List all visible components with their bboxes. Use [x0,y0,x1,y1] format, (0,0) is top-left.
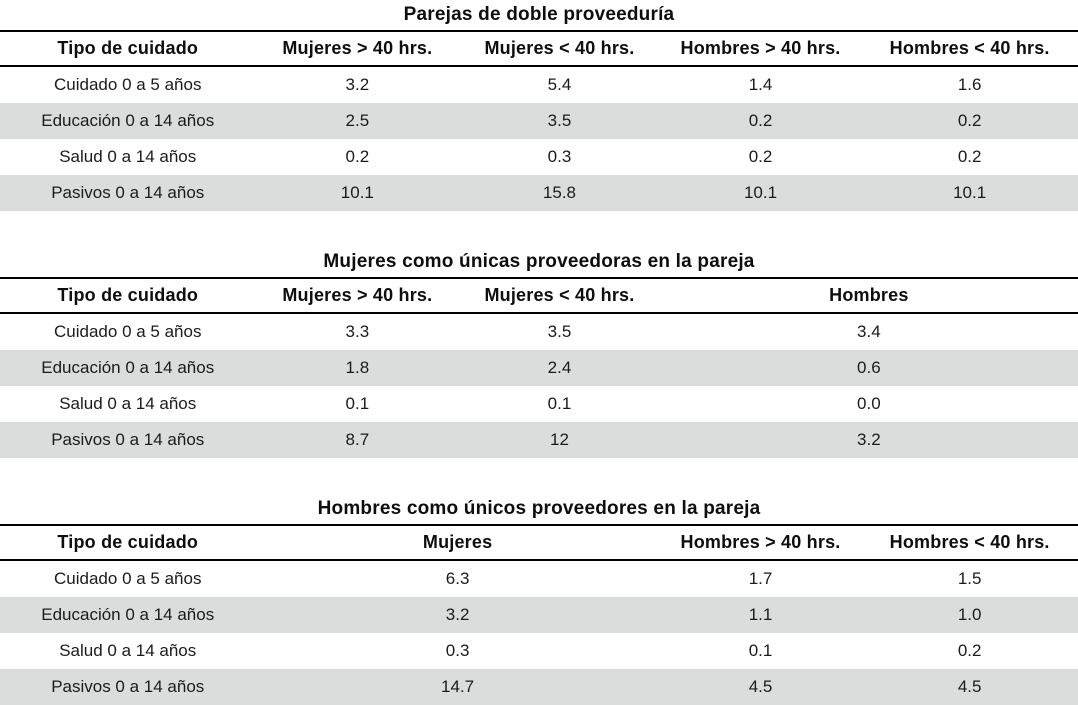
table-section-parejas-doble-proveeduria: Parejas de doble proveeduría Tipo de cui… [0,0,1078,211]
cell-value: 3.2 [857,430,881,449]
cell-value: 15.8 [542,183,577,202]
cell-value: 0.2 [748,147,773,166]
column-header: Hombres > 40 hrs. [659,30,862,67]
cell-value: 0.1 [748,641,773,660]
column-header: Mujeres [255,524,660,561]
column-header: Tipo de cuidado [0,277,256,314]
column-header: Hombres > 40 hrs. [659,524,862,561]
header-row: Tipo de cuidado Mujeres > 40 hrs. Mujeres … [0,30,1078,67]
cell-value: 3.2 [445,605,470,624]
cell-value: 0.2 [957,147,982,166]
cell-value: 1.8 [345,358,370,377]
table-row: Pasivos 0 a 14 años 8.7 12 3.2 [0,422,1078,458]
table-title: Hombres como únicos proveedores en la pa… [317,498,761,519]
row-label: Cuidado 0 a 5 años [54,322,202,341]
cell-value: 0.2 [748,111,773,130]
cell-value: 12 [550,430,569,449]
table-section-mujeres-unicas-proveedoras: Mujeres como únicas proveedoras en la pa… [0,247,1078,458]
row-label: Salud 0 a 14 años [59,394,197,413]
cell-value: 0.2 [957,111,982,130]
header-row: Tipo de cuidado Mujeres Hombres > 40 hrs. H… [0,524,1078,561]
cell-value: 6.3 [445,569,470,588]
cell-value: 10.1 [340,183,374,202]
row-label: Educación 0 a 14 años [41,605,215,624]
cell-value: 5.4 [547,75,572,94]
column-header: Mujeres < 40 hrs. [459,30,660,67]
data-table: Tipo de cuidado Mujeres > 40 hrs. Mujeres … [0,277,1078,458]
data-table: Tipo de cuidado Mujeres > 40 hrs. Mujeres … [0,30,1078,211]
cell-value: 0.3 [445,641,470,660]
cell-value: 1.6 [957,75,982,94]
cell-value: 10.1 [953,183,987,202]
table-row: Pasivos 0 a 14 años 14.7 4.5 4.5 [0,669,1078,705]
cell-value: 1.1 [748,605,773,624]
cell-value: 1.4 [748,75,773,94]
column-header: Mujeres < 40 hrs. [459,277,660,314]
cell-value: 3.4 [857,322,881,341]
cell-value: 0.3 [547,147,572,166]
table-row: Cuidado 0 a 5 años 3.2 5.4 1.4 1.6 [0,66,1078,103]
row-label: Pasivos 0 a 14 años [51,430,205,449]
column-header: Mujeres > 40 hrs. [255,277,460,314]
cell-value: 0.2 [345,147,370,166]
table-row: Cuidado 0 a 5 años 3.3 3.5 3.4 [0,313,1078,350]
cell-value: 3.5 [547,111,572,130]
cell-value: 0.0 [857,394,881,413]
column-header: Tipo de cuidado [0,524,256,561]
cell-value: 0.6 [857,358,881,377]
row-label: Pasivos 0 a 14 años [51,677,205,696]
table-row: Educación 0 a 14 años 2.5 3.5 0.2 0.2 [0,103,1078,139]
table-row: Salud 0 a 14 años 0.2 0.3 0.2 0.2 [0,139,1078,175]
cell-value: 1.5 [957,569,982,588]
cell-value: 8.7 [345,430,370,449]
cell-value: 3.3 [345,322,370,341]
table-title: Parejas de doble proveeduría [403,4,675,25]
cell-value: 0.2 [957,641,982,660]
table-row: Pasivos 0 a 14 años 10.1 15.8 10.1 10.1 [0,175,1078,211]
table-row: Educación 0 a 14 años 3.2 1.1 1.0 [0,597,1078,633]
row-label: Educación 0 a 14 años [41,358,215,377]
row-label: Cuidado 0 a 5 años [54,75,202,94]
row-label: Salud 0 a 14 años [59,147,197,166]
row-label: Pasivos 0 a 14 años [51,183,205,202]
column-header: Hombres < 40 hrs. [861,30,1078,67]
column-header: Mujeres > 40 hrs. [255,30,460,67]
cell-value: 4.5 [957,677,982,696]
header-row: Tipo de cuidado Mujeres > 40 hrs. Mujeres … [0,277,1078,314]
cell-value: 1.7 [748,569,773,588]
column-header: Hombres < 40 hrs. [861,524,1078,561]
column-header: Tipo de cuidado [0,30,256,67]
table-row: Salud 0 a 14 años 0.3 0.1 0.2 [0,633,1078,669]
cell-value: 4.5 [748,677,773,696]
table-row: Educación 0 a 14 años 1.8 2.4 0.6 [0,350,1078,386]
row-label: Cuidado 0 a 5 años [54,569,202,588]
cell-value: 1.0 [957,605,982,624]
cell-value: 0.1 [547,394,572,413]
table-title: Mujeres como únicas proveedoras en la pa… [323,251,755,272]
cell-value: 10.1 [743,183,778,202]
table-section-hombres-unicos-proveedores: Hombres como únicos proveedores en la pa… [0,494,1078,705]
cell-value: 3.2 [345,75,370,94]
row-label: Educación 0 a 14 años [41,111,215,130]
column-header: Hombres [659,277,1078,314]
cell-value: 0.1 [345,394,370,413]
data-table: Tipo de cuidado Mujeres Hombres > 40 hrs. H… [0,524,1078,705]
cell-value: 3.5 [547,322,572,341]
table-row: Cuidado 0 a 5 años 6.3 1.7 1.5 [0,560,1078,597]
table-row: Salud 0 a 14 años 0.1 0.1 0.0 [0,386,1078,422]
cell-value: 2.5 [345,111,370,130]
cell-value: 2.4 [547,358,572,377]
row-label: Salud 0 a 14 años [59,641,197,660]
cell-value: 14.7 [441,677,475,696]
